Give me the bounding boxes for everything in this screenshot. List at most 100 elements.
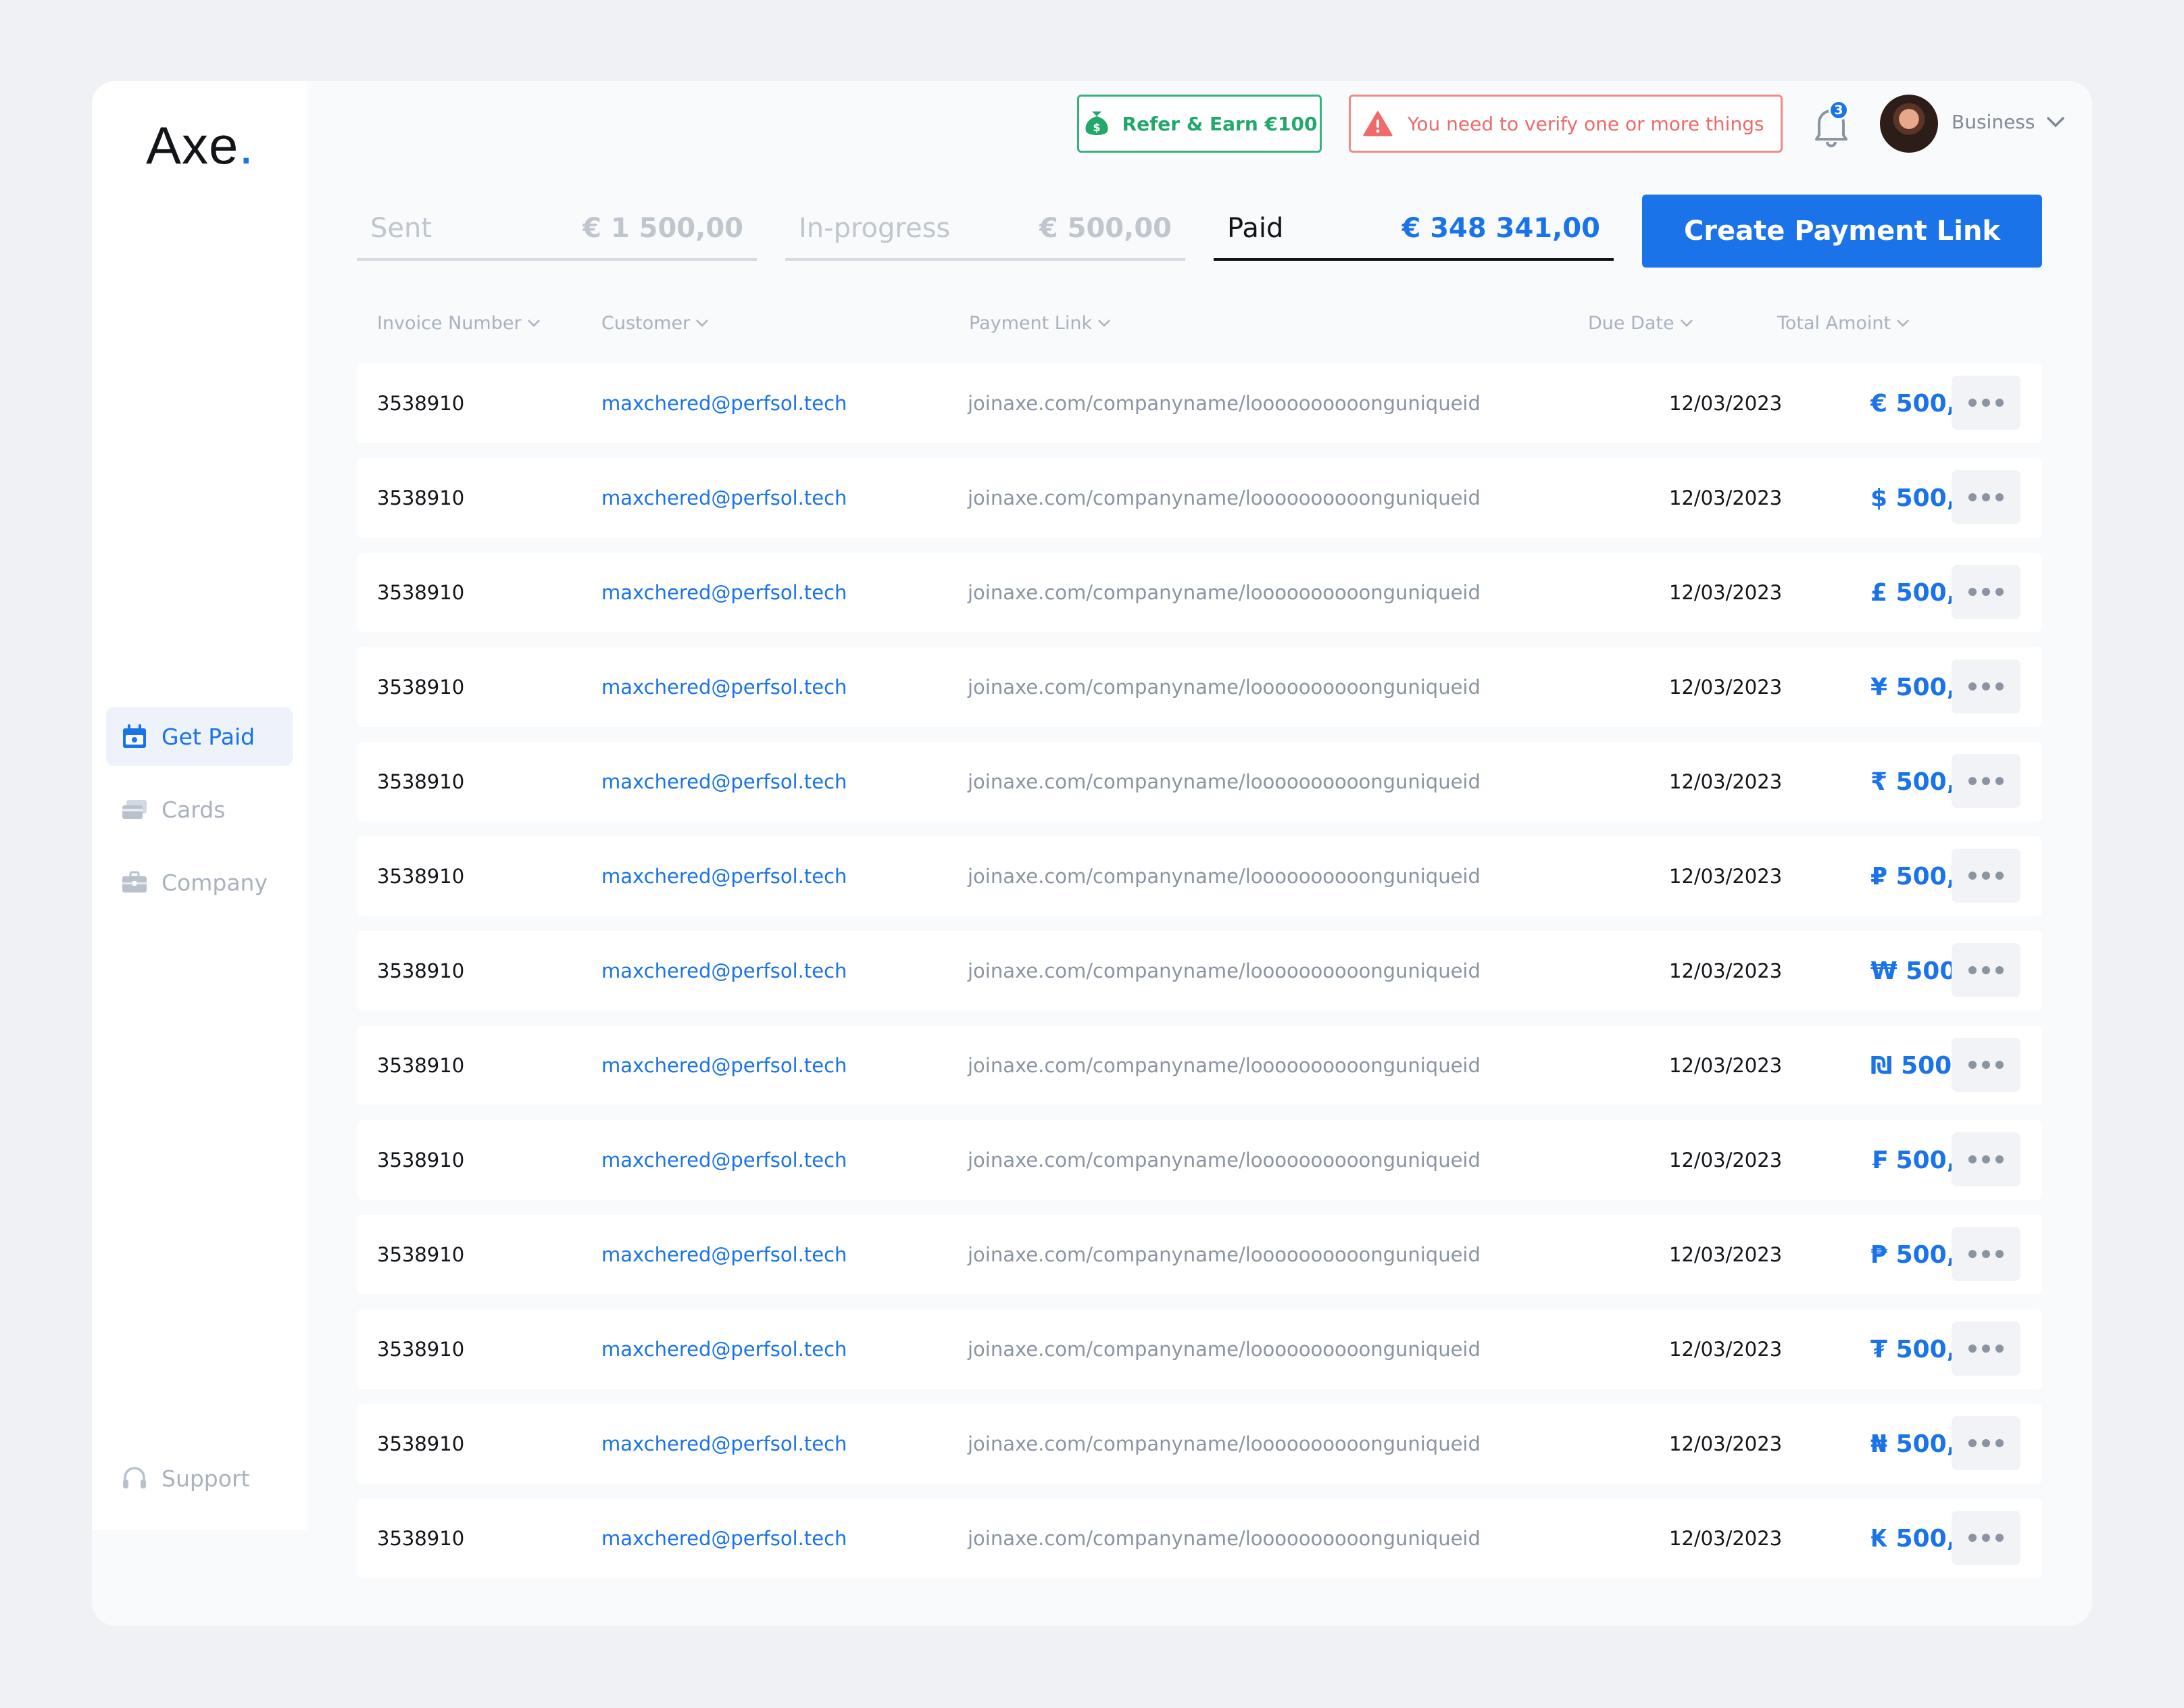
due-date: 12/03/2023 (1669, 392, 1783, 415)
row-more-button[interactable] (1952, 1416, 2020, 1470)
row-more-button[interactable] (1952, 565, 2020, 619)
customer-email[interactable]: maxchered@perfsol.tech (601, 392, 847, 415)
table-row[interactable]: 3538910 maxchered@perfsol.tech joinaxe.c… (357, 836, 2042, 916)
table-row[interactable]: 3538910 maxchered@perfsol.tech joinaxe.c… (357, 363, 2042, 443)
customer-email[interactable]: maxchered@perfsol.tech (601, 959, 847, 982)
table-row[interactable]: 3538910 maxchered@perfsol.tech joinaxe.c… (357, 1499, 2042, 1578)
sidebar-item-get-paid[interactable]: Get Paid (106, 707, 293, 766)
column-header-due-date[interactable]: Due Date (1588, 309, 1693, 336)
more-dots-icon (1968, 872, 1977, 880)
column-header-payment-link[interactable]: Payment Link (969, 309, 1111, 336)
due-date: 12/03/2023 (1669, 1149, 1783, 1172)
customer-email[interactable]: maxchered@perfsol.tech (601, 1149, 847, 1172)
column-header-label: Invoice Number (377, 312, 522, 334)
chevron-down-icon (695, 318, 709, 328)
table-row[interactable]: 3538910 maxchered@perfsol.tech joinaxe.c… (357, 931, 2042, 1011)
calendar-money-icon (121, 723, 148, 750)
customer-email[interactable]: maxchered@perfsol.tech (601, 1054, 847, 1077)
row-more-button[interactable] (1952, 754, 2020, 808)
support-link[interactable]: Support (121, 1465, 249, 1492)
chevron-down-icon (1896, 318, 1910, 328)
column-header-total-amount[interactable]: Total Amoint (1777, 309, 1910, 336)
tab-label: In-progress (799, 213, 951, 244)
payment-link[interactable]: joinaxe.com/companyname/loooooooooonguni… (968, 770, 1481, 793)
more-dots-icon (1982, 588, 1990, 596)
refer-earn-button[interactable]: $ Refer & Earn €100 (1077, 95, 1322, 153)
row-more-button[interactable] (1952, 659, 2020, 713)
table-row[interactable]: 3538910 maxchered@perfsol.tech joinaxe.c… (357, 742, 2042, 822)
customer-email[interactable]: maxchered@perfsol.tech (601, 486, 847, 509)
row-more-button[interactable] (1952, 1511, 2020, 1565)
sidebar-item-company[interactable]: Company (106, 853, 293, 912)
payment-link[interactable]: joinaxe.com/companyname/loooooooooonguni… (968, 1149, 1481, 1172)
account-label: Business (1952, 111, 2035, 133)
account-switcher[interactable]: Business (1952, 111, 2065, 133)
table-row[interactable]: 3538910 maxchered@perfsol.tech joinaxe.c… (357, 458, 2042, 538)
payment-link[interactable]: joinaxe.com/companyname/loooooooooonguni… (968, 865, 1481, 888)
payment-link[interactable]: joinaxe.com/companyname/loooooooooonguni… (968, 1432, 1481, 1455)
due-date: 12/03/2023 (1669, 1054, 1783, 1077)
verification-alert[interactable]: You need to verify one or more things (1349, 95, 1783, 153)
table-row[interactable]: 3538910 maxchered@perfsol.tech joinaxe.c… (357, 1215, 2042, 1295)
verification-alert-text: You need to verify one or more things (1408, 112, 1764, 135)
tab-in-progress[interactable]: In-progress € 500,00 (785, 199, 1185, 261)
payment-link[interactable]: joinaxe.com/companyname/loooooooooonguni… (968, 1054, 1481, 1077)
tab-paid[interactable]: Paid € 348 341,00 (1214, 199, 1614, 261)
table-row[interactable]: 3538910 maxchered@perfsol.tech joinaxe.c… (357, 1404, 2042, 1484)
table-row[interactable]: 3538910 maxchered@perfsol.tech joinaxe.c… (357, 1309, 2042, 1389)
payment-link[interactable]: joinaxe.com/companyname/loooooooooonguni… (968, 959, 1481, 982)
more-dots-icon (1968, 777, 1977, 785)
row-more-button[interactable] (1952, 1227, 2020, 1281)
payment-link[interactable]: joinaxe.com/companyname/loooooooooonguni… (968, 1338, 1481, 1361)
table-row[interactable]: 3538910 maxchered@perfsol.tech joinaxe.c… (357, 1026, 2042, 1105)
customer-email[interactable]: maxchered@perfsol.tech (601, 676, 847, 699)
sidebar-item-cards[interactable]: Cards (106, 780, 293, 839)
tab-sent[interactable]: Sent € 1 500,00 (357, 199, 757, 261)
column-header-invoice[interactable]: Invoice Number (377, 309, 541, 336)
more-dots-icon (1982, 399, 1990, 407)
payment-link[interactable]: joinaxe.com/companyname/loooooooooonguni… (968, 1243, 1481, 1266)
customer-email[interactable]: maxchered@perfsol.tech (601, 1243, 847, 1266)
more-dots-icon (1995, 493, 2004, 501)
table-row[interactable]: 3538910 maxchered@perfsol.tech joinaxe.c… (357, 1120, 2042, 1200)
row-more-button[interactable] (1952, 943, 2020, 997)
support-label: Support (162, 1465, 250, 1492)
payment-link[interactable]: joinaxe.com/companyname/loooooooooonguni… (968, 581, 1481, 604)
avatar[interactable] (1880, 95, 1938, 153)
tab-amount: € 348 341,00 (1401, 213, 1600, 244)
customer-email[interactable]: maxchered@perfsol.tech (601, 581, 847, 604)
row-more-button[interactable] (1952, 849, 2020, 903)
row-more-button[interactable] (1952, 470, 2020, 524)
create-payment-link-button[interactable]: Create Payment Link (1642, 195, 2042, 268)
refer-earn-label: Refer & Earn €100 (1122, 112, 1318, 135)
payment-link[interactable]: joinaxe.com/companyname/loooooooooonguni… (968, 1527, 1481, 1550)
app-window: Axe. Get Paid Cards Company (92, 81, 2092, 1626)
logo-text: Axe (146, 116, 239, 175)
row-more-button[interactable] (1952, 1132, 2020, 1186)
more-dots-icon (1968, 1061, 1977, 1069)
more-dots-icon (1982, 1155, 1990, 1163)
customer-email[interactable]: maxchered@perfsol.tech (601, 1432, 847, 1455)
payment-link[interactable]: joinaxe.com/companyname/loooooooooonguni… (968, 392, 1481, 415)
due-date: 12/03/2023 (1669, 676, 1783, 699)
sidebar-item-label: Get Paid (162, 723, 255, 750)
payment-link[interactable]: joinaxe.com/companyname/loooooooooonguni… (968, 676, 1481, 699)
row-more-button[interactable] (1952, 1038, 2020, 1092)
column-header-customer[interactable]: Customer (601, 309, 709, 336)
more-dots-icon (1995, 966, 2004, 974)
customer-email[interactable]: maxchered@perfsol.tech (601, 770, 847, 793)
table-row[interactable]: 3538910 maxchered@perfsol.tech joinaxe.c… (357, 553, 2042, 632)
more-dots-icon (1982, 872, 1990, 880)
customer-email[interactable]: maxchered@perfsol.tech (601, 1338, 847, 1361)
row-more-button[interactable] (1952, 376, 2020, 430)
customer-email[interactable]: maxchered@perfsol.tech (601, 865, 847, 888)
logo[interactable]: Axe. (146, 115, 254, 176)
payment-link[interactable]: joinaxe.com/companyname/loooooooooonguni… (968, 486, 1481, 509)
row-more-button[interactable] (1952, 1322, 2020, 1376)
warning-icon (1363, 110, 1393, 137)
more-dots-icon (1982, 777, 1990, 785)
table-row[interactable]: 3538910 maxchered@perfsol.tech joinaxe.c… (357, 647, 2042, 727)
more-dots-icon (1995, 1534, 2004, 1542)
svg-text:$: $ (1093, 121, 1100, 134)
customer-email[interactable]: maxchered@perfsol.tech (601, 1527, 847, 1550)
